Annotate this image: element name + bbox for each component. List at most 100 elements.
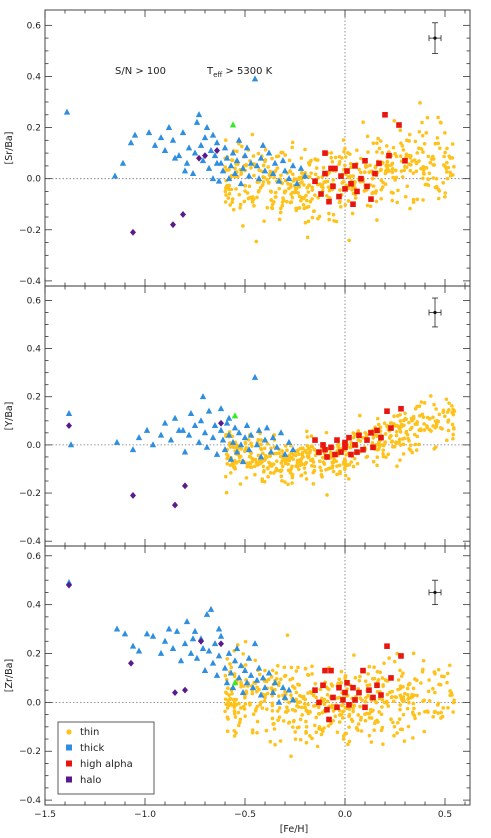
thin-point bbox=[421, 176, 425, 181]
thin-point bbox=[228, 471, 233, 475]
error-bar bbox=[428, 297, 442, 328]
thin-point bbox=[321, 729, 325, 733]
thin-point bbox=[292, 686, 297, 690]
thin-point bbox=[268, 189, 273, 193]
thick-point bbox=[113, 438, 121, 445]
thin-point bbox=[422, 401, 427, 405]
thin-point bbox=[225, 462, 230, 466]
thin-point bbox=[275, 663, 280, 668]
thin-point bbox=[378, 442, 382, 447]
thin-point bbox=[283, 690, 287, 694]
thin-point bbox=[266, 165, 270, 169]
thin-point bbox=[329, 155, 334, 160]
thin-point bbox=[445, 680, 449, 685]
thin-point bbox=[391, 145, 396, 150]
thin-point bbox=[392, 119, 397, 123]
thick-point bbox=[207, 146, 215, 153]
thin-point bbox=[300, 713, 304, 717]
thick-point bbox=[289, 162, 297, 169]
thin-point bbox=[450, 422, 455, 427]
y-tick-label: 0.6 bbox=[27, 21, 42, 31]
thick-point bbox=[127, 139, 135, 146]
thin-point bbox=[303, 147, 307, 152]
thin-point bbox=[265, 205, 270, 210]
thin-point bbox=[266, 677, 271, 682]
thin-point bbox=[236, 723, 241, 728]
thin-point bbox=[290, 707, 295, 712]
thin-point bbox=[286, 708, 290, 713]
thick-point bbox=[225, 175, 233, 182]
thin-point bbox=[276, 709, 280, 713]
thin-point bbox=[427, 699, 432, 703]
thin-point bbox=[362, 170, 367, 174]
thin-point bbox=[373, 721, 377, 725]
thin-point bbox=[384, 144, 389, 148]
thin-point bbox=[262, 446, 267, 451]
thin-point bbox=[363, 430, 367, 435]
thin-point bbox=[358, 696, 363, 700]
thin-point bbox=[294, 690, 299, 695]
thin-point bbox=[305, 198, 309, 203]
thin-point bbox=[266, 466, 270, 471]
high-alpha-point bbox=[368, 196, 374, 202]
y-tick-label: 0.0 bbox=[27, 175, 42, 185]
thin-point bbox=[443, 194, 447, 199]
thin-point bbox=[426, 177, 430, 181]
thin-point bbox=[435, 418, 439, 423]
thin-point bbox=[309, 171, 313, 175]
thin-point bbox=[394, 430, 399, 434]
thick-point bbox=[221, 144, 229, 151]
thin-point bbox=[311, 482, 316, 486]
thin-point bbox=[385, 692, 390, 697]
thick-point bbox=[165, 625, 173, 632]
thick-point bbox=[289, 696, 297, 703]
thin-point bbox=[366, 150, 370, 154]
thin-point bbox=[358, 439, 363, 443]
thin-point bbox=[327, 217, 332, 222]
thick-point bbox=[231, 657, 239, 664]
thin-point bbox=[337, 720, 342, 724]
thin-point bbox=[238, 454, 243, 459]
thick-point bbox=[169, 136, 177, 143]
thin-point bbox=[238, 720, 242, 725]
high-alpha-point bbox=[354, 449, 360, 455]
thin-point bbox=[225, 657, 230, 661]
thin-point bbox=[395, 651, 399, 656]
thick-point bbox=[215, 652, 223, 659]
thin-point bbox=[283, 444, 288, 448]
thick-point bbox=[171, 414, 179, 421]
thin-point bbox=[282, 665, 287, 670]
thin-point bbox=[255, 463, 260, 467]
thick-point bbox=[157, 134, 165, 141]
thin-point bbox=[352, 703, 357, 708]
thin-point bbox=[248, 195, 253, 200]
thick-point bbox=[225, 414, 233, 421]
thin-point bbox=[252, 173, 256, 178]
thin-point bbox=[445, 160, 449, 165]
thin-point bbox=[303, 471, 308, 475]
thick-point bbox=[281, 693, 289, 700]
thin-point bbox=[372, 728, 376, 732]
thin-point bbox=[335, 472, 339, 477]
annotation-signal-to-noise: S/N > 100 bbox=[115, 66, 166, 77]
thin-point bbox=[250, 728, 255, 732]
high-alpha-point bbox=[318, 191, 324, 197]
thin-point bbox=[355, 148, 359, 152]
thin-point bbox=[343, 705, 348, 710]
thin-point bbox=[379, 187, 384, 192]
high-alpha-point bbox=[344, 168, 350, 174]
thick-point bbox=[121, 630, 129, 637]
thin-point bbox=[421, 168, 426, 173]
thick-point bbox=[269, 689, 277, 696]
thin-point bbox=[351, 706, 356, 711]
thin-point bbox=[419, 400, 424, 404]
thin-point bbox=[338, 199, 342, 204]
thin-point bbox=[438, 682, 443, 687]
thin-point bbox=[394, 154, 399, 159]
thin-point bbox=[407, 132, 412, 137]
thin-point bbox=[383, 432, 388, 436]
thin-point bbox=[277, 694, 281, 698]
y-tick-label: −0.4 bbox=[19, 537, 41, 547]
thin-point bbox=[298, 693, 302, 698]
y-axis-label: [Zr/Ba] bbox=[4, 659, 15, 692]
